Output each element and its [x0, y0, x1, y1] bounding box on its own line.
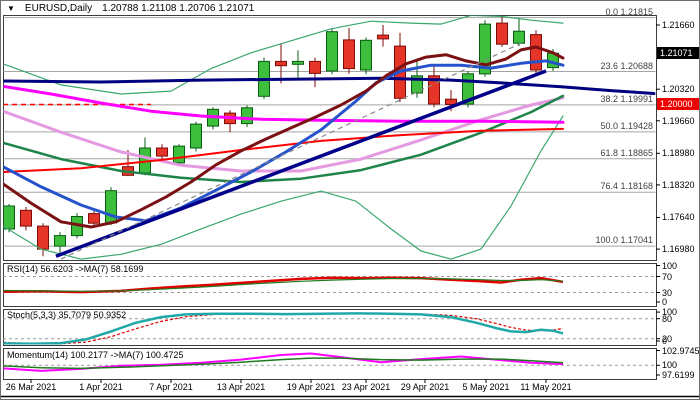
- fib-level-label: 76.4 1.18168: [600, 181, 653, 192]
- indicator-scale-label: 80: [662, 313, 673, 324]
- bollinger-lower: [3, 115, 564, 260]
- date-axis-label: 11 May 2021: [520, 382, 572, 392]
- indicator-scale-label: 100: [662, 260, 678, 271]
- support-trendline-gray-dashed: [60, 42, 522, 260]
- candle-bearish: [275, 60, 287, 67]
- date-axis-label: 7 Apr 2021: [149, 382, 193, 392]
- candle-bullish: [241, 107, 253, 125]
- candle-bullish: [54, 235, 66, 247]
- indicator-scale-label: 97.6199: [662, 370, 695, 380]
- price-axis-label: 1.18980: [662, 148, 695, 159]
- key-level-badge: 1.20000: [657, 98, 699, 111]
- candle-bearish: [428, 75, 440, 105]
- date-axis-label: 26 Mar 2021: [5, 382, 57, 392]
- candle-bullish: [462, 73, 474, 105]
- rsi-label: RSI(14) 56.6203 ->MA(7) 58.1699: [7, 264, 144, 274]
- price-axis-label: 1.19660: [662, 115, 695, 126]
- candle-bearish: [343, 39, 355, 70]
- candle-bearish: [445, 98, 457, 105]
- price-axis-label: 1.21660: [662, 20, 695, 31]
- indicator-scale-label: 100: [662, 307, 678, 318]
- fib-level-label: 100.0 1.17041: [595, 235, 653, 246]
- indicator-scale-label: 30: [662, 287, 673, 298]
- candle-bullish: [411, 75, 423, 94]
- ema-blue: [3, 59, 565, 223]
- price-axis-label: 1.20320: [662, 84, 695, 95]
- indicator-scale-label: 0: [662, 297, 668, 307]
- fib-level-label: 38.2 1.19991: [600, 93, 653, 104]
- current-price-badge: 1.21071: [657, 47, 699, 60]
- momentum-label: Momentum(14) 100.2177 ->MA(7) 100.4725: [7, 350, 184, 360]
- candle-bullish: [360, 39, 372, 71]
- indicator-scale-label: 102.9745: [662, 345, 700, 356]
- rsi-ma-line: [3, 277, 564, 292]
- candle-bearish: [377, 34, 389, 40]
- ema-maroon: [3, 45, 565, 229]
- candle-bullish: [326, 31, 338, 72]
- fib-level-label: 50.0 1.19428: [600, 120, 653, 131]
- stochastic-main-line: [3, 312, 564, 345]
- sma-magenta: [3, 84, 565, 124]
- candle-bullish: [190, 123, 202, 149]
- candle-bullish: [173, 145, 185, 164]
- candle-bullish: [513, 30, 525, 44]
- candle-bullish: [479, 23, 491, 75]
- sma-plum: [3, 96, 565, 173]
- candle-bullish: [3, 205, 15, 230]
- price-axis-label: 1.17640: [662, 212, 695, 223]
- bollinger-upper: [3, 15, 564, 95]
- fib-level-label: 61.8 1.18865: [600, 147, 653, 158]
- support-trendline-navy: [55, 69, 547, 258]
- chart-ohlc-values: 1.20788 1.21108 1.20706 1.21071: [102, 3, 255, 14]
- candle-bearish: [37, 225, 49, 250]
- candle-bearish: [309, 60, 321, 74]
- date-axis-label: 1 Apr 2021: [79, 382, 123, 392]
- price-axis-label: 1.16980: [662, 244, 695, 255]
- date-axis-label: 23 Apr 2021: [341, 382, 391, 392]
- candle-bearish: [496, 22, 508, 45]
- indicator-scale-label: 20: [662, 333, 673, 344]
- price-axis-label: 1.18320: [662, 179, 695, 190]
- indicator-scale-label: 70: [662, 271, 673, 282]
- candle-bearish: [20, 209, 32, 227]
- date-axis-label: 13 Apr 2021: [216, 382, 266, 392]
- sma-red: [3, 127, 564, 173]
- chart-symbol-timeframe: EURUSD,Daily: [24, 3, 93, 14]
- date-axis-label: 29 Apr 2021: [400, 382, 450, 392]
- candle-bearish: [530, 34, 542, 71]
- candle-bullish: [292, 60, 304, 65]
- candle-bearish: [88, 213, 100, 224]
- stochastic-label: Stoch(5,3,3) 35.7079 50.9352: [7, 310, 127, 320]
- date-axis-label: 19 Apr 2021: [286, 382, 336, 392]
- symbol-dropdown-icon[interactable]: ▼: [7, 3, 15, 13]
- sma-navy-200: [3, 76, 656, 95]
- fib-level-label: 23.6 1.20688: [600, 60, 653, 71]
- date-axis-label: 5 May 2021: [462, 382, 510, 392]
- momentum-ma-line: [3, 357, 564, 370]
- indicator-scale-label: 100: [662, 360, 678, 371]
- candle-bearish: [156, 147, 168, 157]
- fib-level-label: 0.0 1.21815: [605, 6, 653, 17]
- chart-title-bar: ▼ EURUSD,Daily 1.20788 1.21108 1.20706 1…: [7, 2, 254, 15]
- indicator-scale-label: 0: [662, 336, 668, 346]
